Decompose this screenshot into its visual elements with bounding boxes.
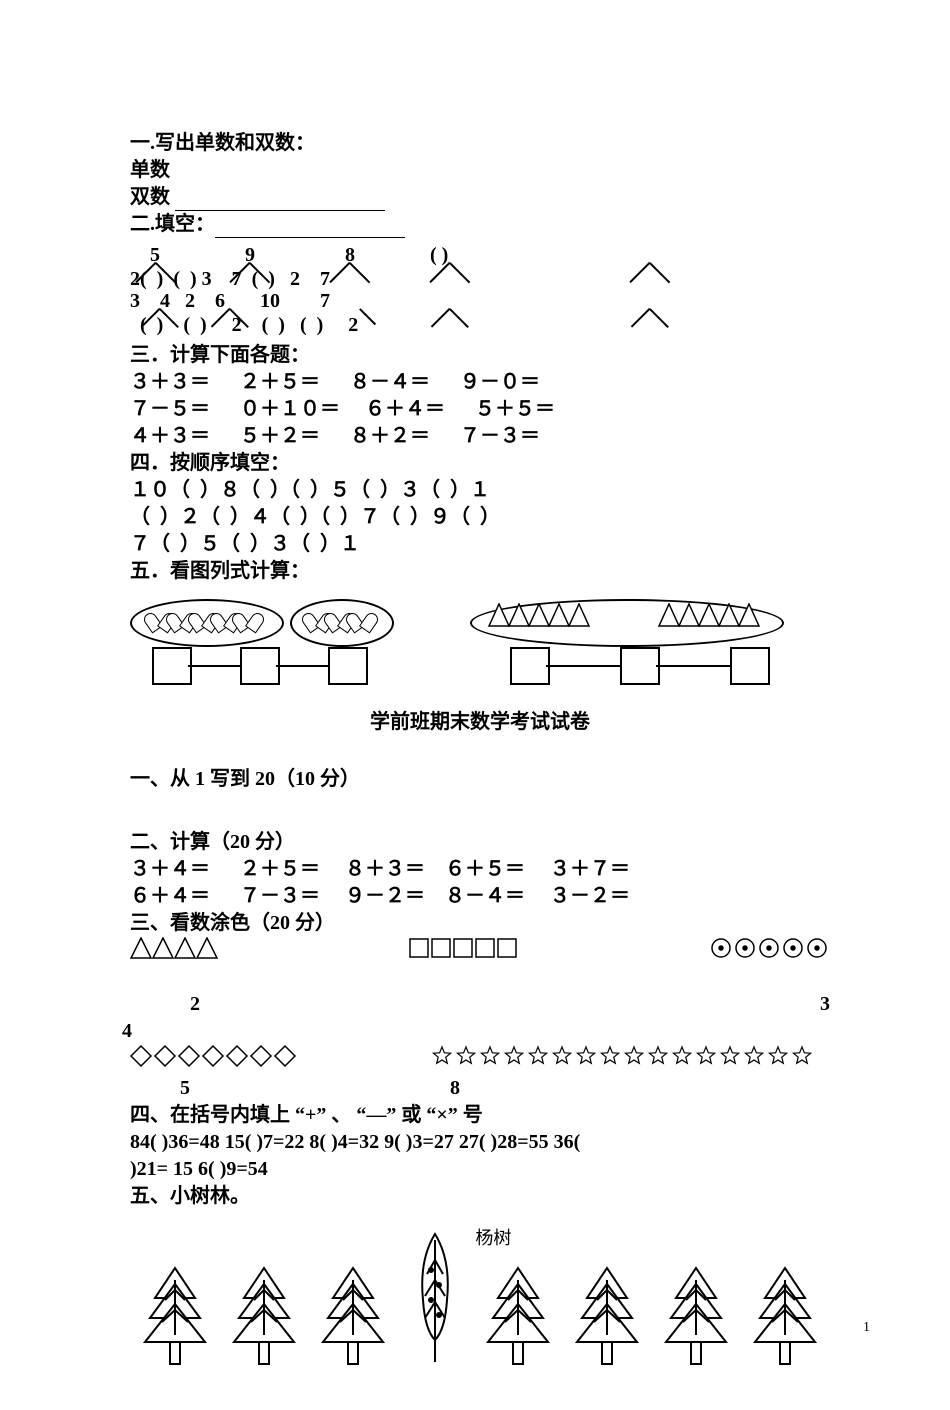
hearts-box-3[interactable] xyxy=(328,647,368,685)
triangles-group-2 xyxy=(660,603,760,627)
q3-title: 三、看数涂色（20 分） xyxy=(130,910,830,937)
even-label: 双数 xyxy=(130,186,170,208)
q3-shapes-row1 xyxy=(130,937,830,967)
triangles-shapes xyxy=(130,937,218,967)
hearts-box-2[interactable] xyxy=(240,647,280,685)
section4-title: 四．按顺序填空： xyxy=(130,450,830,477)
section2-title: 二.填空： xyxy=(130,211,830,238)
tri-box-3[interactable] xyxy=(730,647,770,685)
picture-equations xyxy=(130,595,830,695)
q3-num-2: 2 xyxy=(190,991,200,1018)
q3-nums-row1: 2 3 xyxy=(130,991,830,1018)
tri-box-1[interactable] xyxy=(510,647,550,685)
q4-title: 四、在括号内填上 “+” 、 “—” 或 “×” 号 xyxy=(130,1102,830,1129)
even-row: 双数 xyxy=(130,184,830,211)
fill-blank-line xyxy=(215,217,405,238)
squares-shapes xyxy=(409,938,519,966)
pine-tree-2 xyxy=(229,1260,299,1370)
tri-box-2[interactable] xyxy=(620,647,660,685)
hearts-connector-2 xyxy=(276,665,328,667)
number-bond-area: 5 9 8 ( ) 2( ) ( ) 3 7 ( ) 2 7 3 4 2 6 1… xyxy=(130,242,830,342)
bond-mid-2: 3 4 2 6 10 7 xyxy=(130,288,330,315)
q2-title: 二、计算（20 分） xyxy=(130,829,830,856)
diamonds-shapes xyxy=(130,1045,298,1075)
bond-bottom: ( ) ( ) 2 ( ) ( ) 2 xyxy=(130,312,358,339)
q3-num-8: 8 xyxy=(450,1075,460,1102)
q3-num-3: 3 xyxy=(820,991,830,1018)
calc-row-1: ３＋３＝ ２＋５＝ ８－４＝ ９－０＝ xyxy=(130,369,830,396)
exam-title: 学前班期末数学考试试卷 xyxy=(130,709,830,736)
pine-tree-1 xyxy=(140,1260,210,1370)
hearts-group-1 xyxy=(148,607,258,631)
section3-title: 三．计算下面各题： xyxy=(130,342,830,369)
pine-tree-6 xyxy=(661,1260,731,1370)
hearts-group-2 xyxy=(306,607,372,631)
even-blank-line xyxy=(175,190,385,211)
poplar-label: 杨树 xyxy=(475,1226,511,1250)
circles-shapes xyxy=(710,937,830,967)
tri-connector-2 xyxy=(656,665,730,667)
q4-line2: )21= 15 6( )9=54 xyxy=(130,1156,830,1183)
calc-row-2: ７－５＝ ０＋１０＝ ６＋４＝ ５＋５＝ xyxy=(130,396,830,423)
odd-label: 单数 xyxy=(130,159,170,181)
page-number: 1 xyxy=(863,1319,870,1338)
seq-row-1: １０（ ）８（ ）（ ）５（ ）３（ ）１ xyxy=(130,477,830,504)
trees-row: 杨树 xyxy=(130,1230,830,1370)
q3-shapes-row2 xyxy=(130,1045,830,1075)
calc-row-3: ４＋３＝ ５＋２＝ ８＋２＝ ７－３＝ xyxy=(130,423,830,450)
q3-num-5: 5 xyxy=(180,1075,190,1102)
q3-nums-row2: 5 8 xyxy=(130,1075,830,1102)
stars-shapes xyxy=(430,1045,830,1075)
seq-row-3: ７（ ）５（ ）３（ ）１ xyxy=(130,531,830,558)
pine-tree-4 xyxy=(483,1260,553,1370)
hearts-equation xyxy=(130,595,410,695)
section5-title: 五．看图列式计算： xyxy=(130,558,830,585)
q4-line1: 84( )36=48 15( )7=22 8( )4=32 9( )3=27 2… xyxy=(130,1129,830,1156)
seq-row-2: （ ）２（ ）４（ ）（ ）７（ ）９（ ） xyxy=(130,504,830,531)
poplar-tree: 杨树 xyxy=(407,1230,463,1370)
triangles-equation xyxy=(470,595,790,695)
pine-tree-7 xyxy=(750,1260,820,1370)
q3-num-4: 4 xyxy=(122,1018,830,1045)
q1-title: 一、从 1 写到 20（10 分） xyxy=(130,766,830,793)
hearts-connector-1 xyxy=(188,665,240,667)
q2-row-1: ３＋４＝ ２＋５＝ ８＋３＝ ６＋５＝ ３＋７＝ xyxy=(130,856,830,883)
odd-row: 单数 xyxy=(130,157,830,184)
q2-row-2: ６＋４＝ ７－３＝ ９－２＝ ８－４＝ ３－２＝ xyxy=(130,883,830,910)
triangles-group-1 xyxy=(490,603,590,627)
tri-connector-1 xyxy=(546,665,620,667)
pine-tree-3 xyxy=(318,1260,388,1370)
q5-title: 五、小树林。 xyxy=(130,1183,830,1210)
pine-tree-5 xyxy=(572,1260,642,1370)
section1-title: 一.写出单数和双数： xyxy=(130,130,830,157)
hearts-box-1[interactable] xyxy=(152,647,192,685)
